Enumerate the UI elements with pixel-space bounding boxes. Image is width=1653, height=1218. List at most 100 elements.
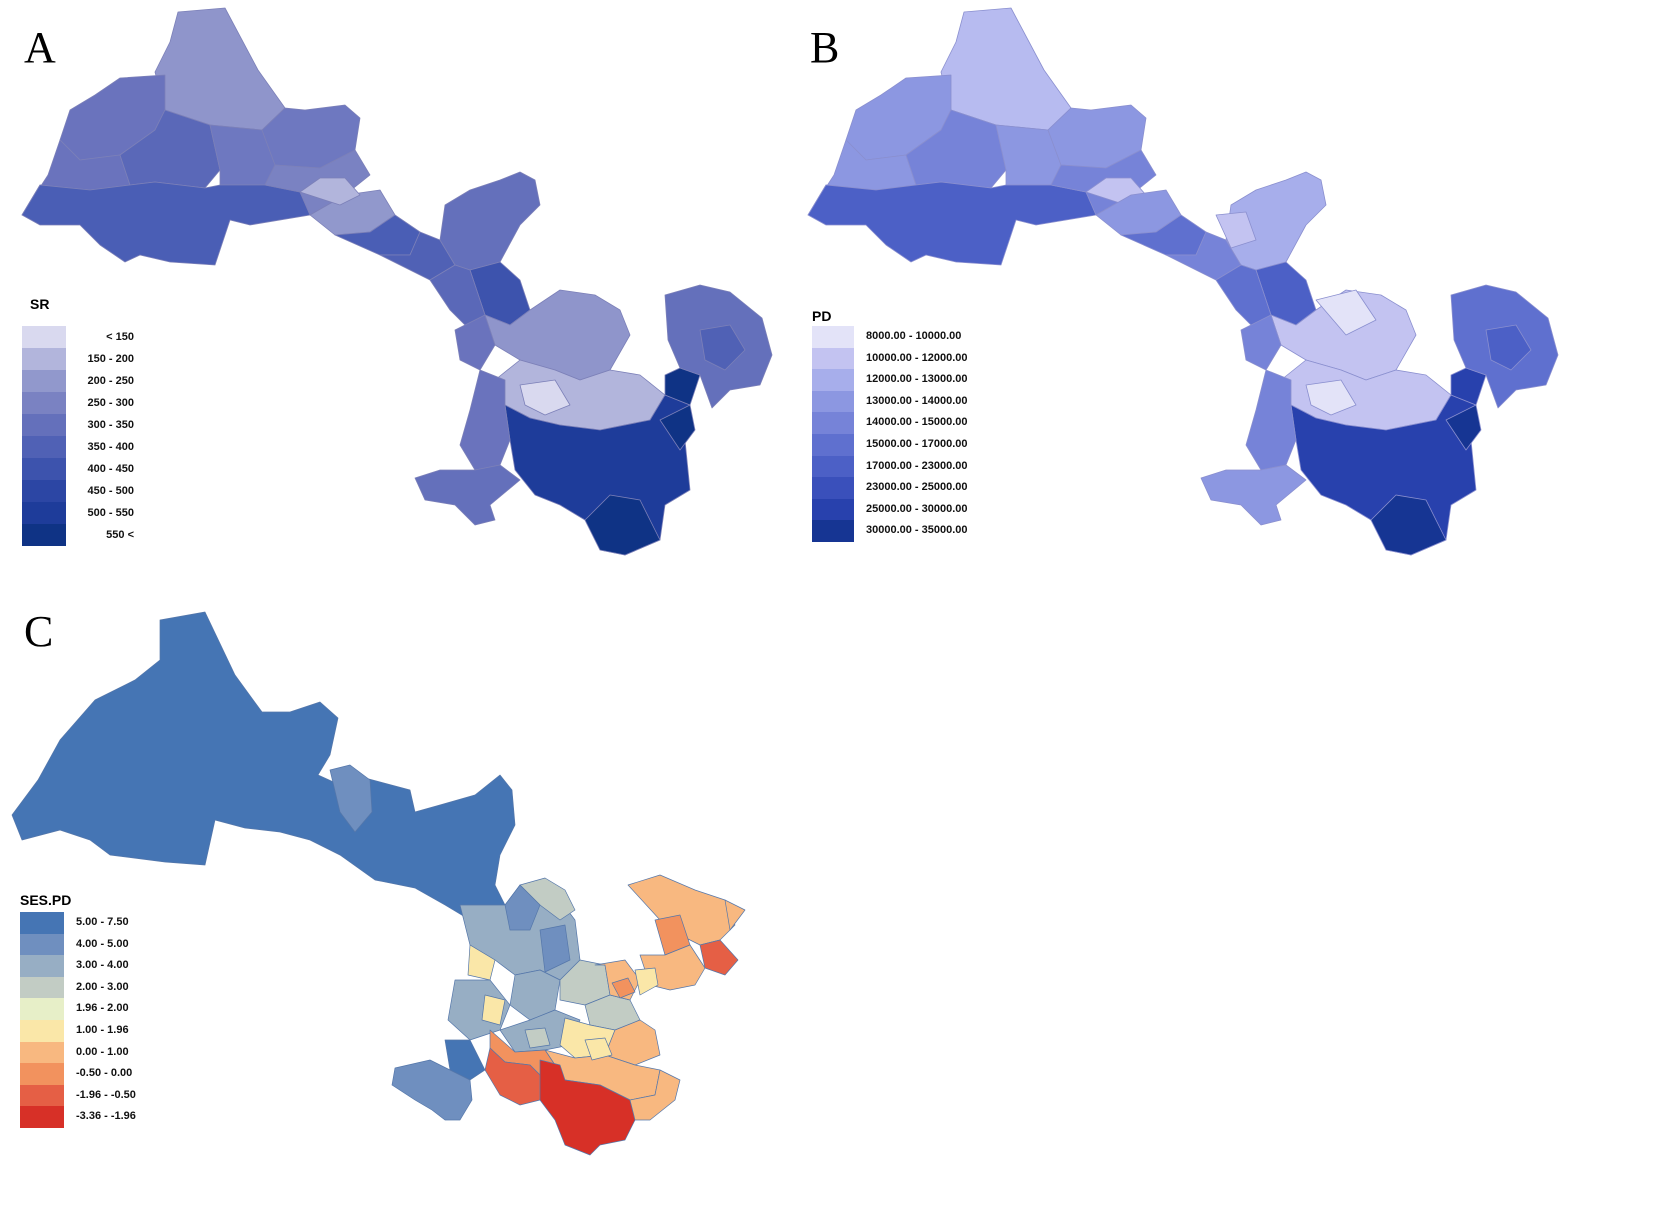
- region: [454, 314, 496, 371]
- region: [391, 1059, 473, 1121]
- legend-label: 550 <: [106, 529, 134, 541]
- legend-row: 13000.00 - 14000.00: [812, 390, 1072, 413]
- region: [1485, 324, 1532, 371]
- legend-label: -1.96 - -0.50: [76, 1088, 136, 1101]
- legend-swatch: [22, 370, 66, 392]
- legend-swatch: [812, 326, 854, 348]
- legend-swatch: [20, 998, 64, 1020]
- region: [659, 404, 696, 451]
- legend-b: PD 8000.00 - 10000.00 10000.00 - 12000.00…: [812, 308, 1072, 568]
- legend-swatch: [20, 1041, 64, 1064]
- region: [699, 324, 746, 371]
- legend-row: -3.36 - -1.96: [20, 1106, 280, 1128]
- legend-swatch: [812, 520, 854, 542]
- region: [1245, 369, 1297, 471]
- region: [584, 1037, 613, 1061]
- region: [519, 379, 571, 416]
- legend-swatch: [20, 1020, 64, 1042]
- legend-row: 5.00 - 7.50: [20, 912, 280, 934]
- legend-row: 300 - 350: [22, 414, 282, 436]
- legend-label: 13000.00 - 14000.00: [866, 394, 968, 407]
- region: [1200, 464, 1307, 526]
- legend-label: 3.00 - 4.00: [76, 959, 129, 972]
- legend-swatch: [22, 348, 66, 370]
- region: [329, 764, 373, 833]
- legend-label: 1.96 - 2.00: [76, 1002, 129, 1015]
- legend-row: 30000.00 - 35000.00: [812, 520, 1072, 542]
- panel-letter-a: A: [24, 23, 56, 72]
- legend-row: 550 <: [22, 524, 282, 546]
- region: [299, 177, 361, 206]
- legend-swatch: [20, 1106, 64, 1128]
- legend-label: 15000.00 - 17000.00: [866, 438, 968, 450]
- region: [11, 611, 516, 921]
- legend-label: 300 - 350: [87, 419, 134, 431]
- legend-swatch: [20, 933, 64, 956]
- region: [459, 369, 511, 471]
- region: [154, 7, 286, 131]
- region: [634, 967, 659, 996]
- legend-swatch: [812, 369, 854, 391]
- region: [1305, 379, 1357, 416]
- legend-swatch: [22, 502, 66, 524]
- region: [807, 181, 1097, 266]
- legend-row: 200 - 250: [22, 370, 282, 392]
- legend-row: 23000.00 - 25000.00: [812, 477, 1072, 499]
- legend-label: 5.00 - 7.50: [76, 916, 129, 928]
- legend-row: 250 - 300: [22, 392, 282, 414]
- legend-row: -1.96 - -0.50: [20, 1084, 280, 1107]
- panel-c: C: [0, 600, 800, 1200]
- legend-a: SR < 150 150 - 200 200 - 250 250 - 300 300 -…: [22, 296, 282, 556]
- legend-label: 1.00 - 1.96: [76, 1024, 129, 1036]
- legend-row: 15000.00 - 17000.00: [812, 434, 1072, 456]
- legend-label: 25000.00 - 30000.00: [866, 502, 968, 515]
- region: [664, 367, 701, 406]
- legend-swatch: [22, 392, 66, 414]
- legend-swatch: [812, 347, 854, 370]
- region: [699, 939, 739, 976]
- legend-label: -3.36 - -1.96: [76, 1110, 136, 1123]
- legend-row: 25000.00 - 30000.00: [812, 498, 1072, 521]
- legend-swatch: [22, 436, 66, 458]
- legend-label: 200 - 250: [87, 375, 134, 387]
- legend-swatch: [812, 412, 854, 434]
- legend-row: 1.00 - 1.96: [20, 1020, 280, 1042]
- legend-row: -0.50 - 0.00: [20, 1063, 280, 1085]
- legend-label: 400 - 450: [87, 463, 134, 475]
- legend-label: < 150: [106, 331, 134, 343]
- legend-swatch: [22, 458, 66, 480]
- map-b: [807, 7, 1559, 556]
- region: [1215, 211, 1257, 249]
- legend-row: 4.00 - 5.00: [20, 933, 280, 956]
- legend-row: 10000.00 - 12000.00: [812, 347, 1072, 370]
- legend-label: 10000.00 - 12000.00: [866, 351, 968, 364]
- region: [584, 494, 661, 556]
- region: [724, 899, 746, 931]
- legend-label: 14000.00 - 15000.00: [866, 416, 968, 429]
- legend-swatch: [22, 480, 66, 502]
- legend-swatch: [812, 477, 854, 499]
- panel-a: A: [0, 0, 800, 580]
- legend-swatch: [812, 455, 854, 478]
- region: [539, 1059, 636, 1156]
- legend-title-a: SR: [30, 296, 50, 312]
- map-a: [21, 7, 773, 556]
- legend-label: 12000.00 - 13000.00: [866, 373, 968, 386]
- legend-row: 400 - 450: [22, 458, 282, 480]
- legend-row: 0.00 - 1.00: [20, 1041, 280, 1064]
- legend-swatch: [20, 955, 64, 977]
- legend-swatch: [22, 524, 66, 546]
- legend-label: 30000.00 - 35000.00: [866, 524, 968, 537]
- region: [414, 464, 521, 526]
- legend-c: SES.PD 5.00 - 7.50 4.00 - 5.00 3.00 - 4.00…: [20, 892, 280, 1152]
- legend-swatch: [20, 912, 64, 934]
- region: [611, 977, 636, 999]
- legend-row: 450 - 500: [22, 480, 282, 502]
- legend-swatch: [22, 414, 66, 436]
- panel-letter-b: B: [810, 23, 840, 72]
- region: [1315, 289, 1377, 336]
- panel-b: B: [786, 0, 1586, 580]
- legend-title-c: SES.PD: [20, 892, 72, 908]
- legend-label: 250 - 300: [87, 397, 134, 409]
- legend-row: 8000.00 - 10000.00: [812, 326, 1072, 348]
